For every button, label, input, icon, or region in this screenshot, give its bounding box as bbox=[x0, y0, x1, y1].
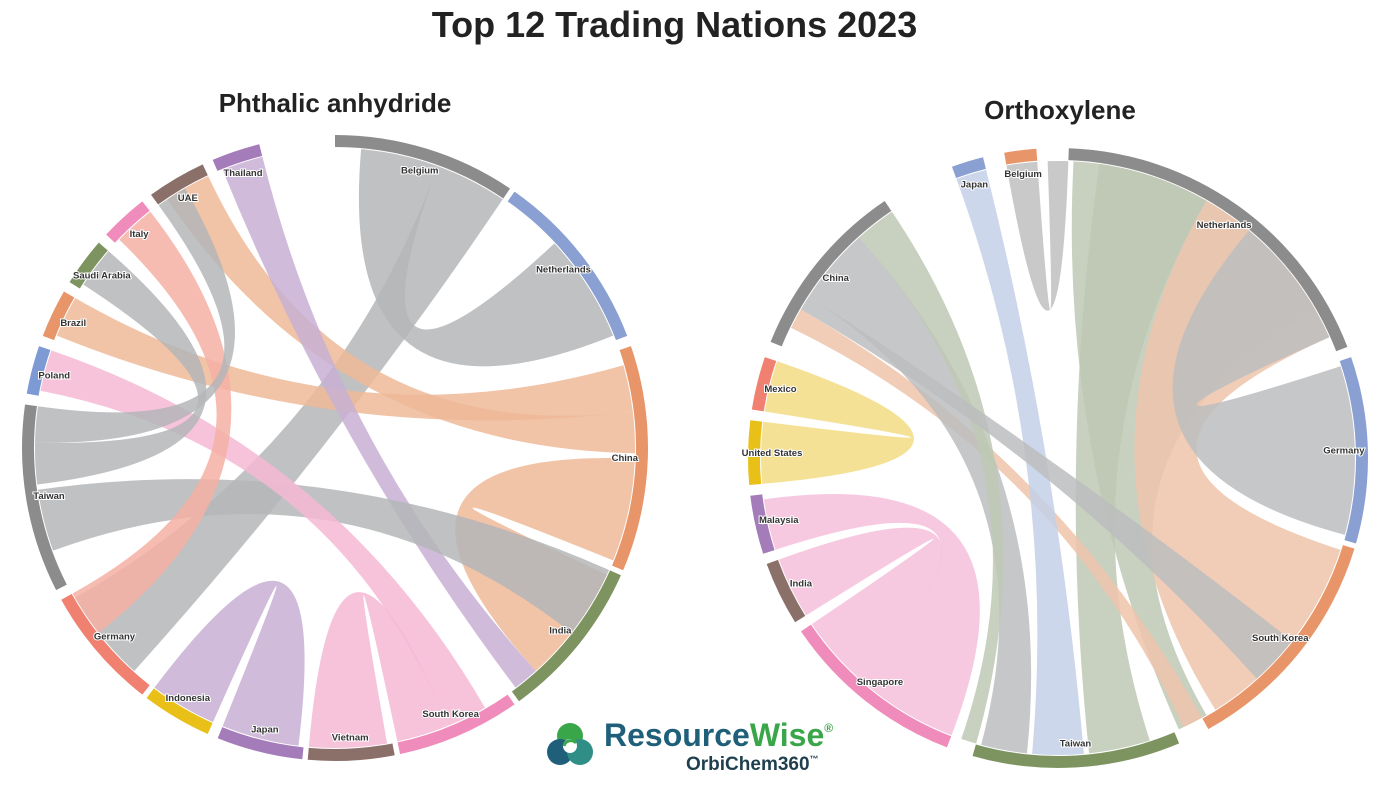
chord-diagram-orthoxylene: Netherlands Germany South Korea Taiwan Singa… bbox=[741, 148, 1368, 769]
segments bbox=[748, 148, 1368, 769]
segment-label-south-korea: South Korea bbox=[422, 709, 479, 720]
segment-label-vietnam: Vietnam bbox=[332, 733, 369, 744]
segment-china bbox=[612, 346, 649, 571]
chord-diagram-phthalic-anhydride: Belgium Netherlands China India South Korea V… bbox=[21, 135, 649, 761]
segment-vietnam bbox=[307, 743, 395, 761]
segment-india bbox=[766, 559, 806, 623]
segment-label-italy: Italy bbox=[130, 229, 150, 240]
segment-label-netherlands: Netherlands bbox=[1197, 220, 1252, 231]
chart-title-orthoxylene: Orthoxylene bbox=[984, 95, 1136, 125]
segment-malaysia bbox=[750, 494, 775, 554]
ribbon-9 bbox=[154, 580, 305, 746]
logo-product-name: OrbiChem360™ bbox=[686, 754, 819, 775]
segment-label-belgium: Belgium bbox=[1004, 169, 1041, 180]
ribbon-12 bbox=[35, 188, 236, 443]
segment-label-singapore: Singapore bbox=[857, 677, 903, 688]
segment-label-uae: UAE bbox=[178, 193, 198, 204]
segment-label-malaysia: Malaysia bbox=[759, 515, 799, 526]
segments bbox=[21, 135, 649, 761]
segment-uae bbox=[151, 164, 208, 205]
segment-brazil bbox=[42, 291, 75, 341]
ribbon-5 bbox=[956, 169, 1084, 756]
ribbons bbox=[34, 149, 635, 749]
segment-singapore bbox=[800, 624, 952, 748]
ribbon-7 bbox=[40, 350, 486, 727]
segment-label-germany: Germany bbox=[1323, 446, 1365, 457]
ribbon-11 bbox=[34, 251, 207, 485]
ribbon-7 bbox=[859, 211, 1004, 744]
logo-product-text: OrbiChem360 bbox=[686, 754, 810, 775]
ribbon-10 bbox=[778, 527, 942, 679]
ribbon-9 bbox=[763, 493, 980, 736]
segment-india bbox=[511, 570, 621, 702]
segment-taiwan bbox=[21, 404, 67, 591]
segment-japan bbox=[951, 157, 986, 178]
segment-netherlands bbox=[1068, 148, 1348, 352]
logo-registered-mark: ® bbox=[824, 721, 833, 735]
segment-label-poland: Poland bbox=[38, 370, 70, 381]
segment-label-japan: Japan bbox=[251, 724, 279, 735]
ribbon-10 bbox=[72, 211, 232, 633]
segment-thailand bbox=[212, 144, 263, 171]
segment-label-thailand: Thailand bbox=[223, 168, 262, 179]
segment-label-mexico: Mexico bbox=[764, 384, 796, 395]
segment-label-taiwan: Taiwan bbox=[33, 491, 65, 502]
segment-label-indonesia: Indonesia bbox=[166, 693, 211, 704]
segment-label-saudi-arabia: Saudi Arabia bbox=[73, 271, 131, 282]
ribbon-6 bbox=[808, 237, 1032, 754]
segment-labels: Netherlands Germany South Korea Taiwan Singa… bbox=[741, 168, 1367, 750]
ribbon-5 bbox=[222, 156, 536, 688]
segment-china bbox=[770, 200, 892, 347]
segment-united-states bbox=[748, 420, 763, 486]
segment-label-china: China bbox=[612, 453, 639, 464]
segment-label-germany: Germany bbox=[94, 631, 136, 642]
ribbons bbox=[761, 161, 1355, 756]
ribbon-11 bbox=[761, 361, 914, 484]
segment-label-taiwan: Taiwan bbox=[1060, 738, 1092, 749]
segment-label-brazil: Brazil bbox=[60, 318, 86, 329]
ribbon-12 bbox=[1006, 161, 1069, 311]
ribbon-1 bbox=[1075, 163, 1207, 754]
main-title: Top 12 Trading Nations 2023 bbox=[431, 4, 918, 45]
segment-netherlands bbox=[507, 191, 628, 341]
segment-label-india: India bbox=[549, 626, 572, 637]
segment-labels: Belgium Netherlands China India South Korea V… bbox=[32, 165, 640, 745]
ribbon-0 bbox=[358, 149, 614, 367]
ribbon-8 bbox=[308, 592, 448, 749]
segment-label-south-korea: South Korea bbox=[1252, 633, 1309, 644]
segment-label-netherlands: Netherlands bbox=[536, 264, 591, 275]
segment-label-japan: Japan bbox=[961, 179, 989, 190]
segment-japan bbox=[217, 727, 304, 760]
segment-south-korea bbox=[397, 694, 515, 755]
resourcewise-logo: ResourceWise® OrbiChem360™ bbox=[547, 717, 833, 775]
segment-saudi-arabia bbox=[69, 242, 108, 289]
segment-label-china: China bbox=[823, 273, 850, 284]
ribbon-3 bbox=[1172, 230, 1355, 535]
segment-italy bbox=[106, 201, 150, 243]
logo-trademark: ™ bbox=[810, 754, 819, 764]
logo-wordmark-part2: Wise bbox=[750, 717, 824, 753]
segment-label-united-states: United States bbox=[742, 448, 803, 459]
segment-belgium bbox=[335, 135, 511, 199]
segment-label-belgium: Belgium bbox=[401, 166, 438, 177]
ribbon-3 bbox=[167, 176, 635, 454]
segment-mexico bbox=[751, 357, 777, 412]
segment-south-korea bbox=[1202, 545, 1355, 730]
segment-germany bbox=[1339, 357, 1368, 544]
segment-indonesia bbox=[146, 688, 213, 734]
segment-germany bbox=[61, 593, 150, 695]
segment-taiwan bbox=[972, 732, 1180, 769]
ribbon-8 bbox=[800, 296, 1293, 679]
chart-title-phthalic-anhydride: Phthalic anhydride bbox=[218, 88, 452, 118]
segment-poland bbox=[26, 346, 51, 396]
segment-belgium bbox=[1004, 148, 1038, 165]
segment-label-india: India bbox=[790, 578, 813, 589]
logo-wordmark: ResourceWise® bbox=[604, 717, 833, 753]
logo-wordmark-part1: Resource bbox=[604, 717, 750, 753]
resourcewise-logo-icon bbox=[547, 723, 593, 765]
